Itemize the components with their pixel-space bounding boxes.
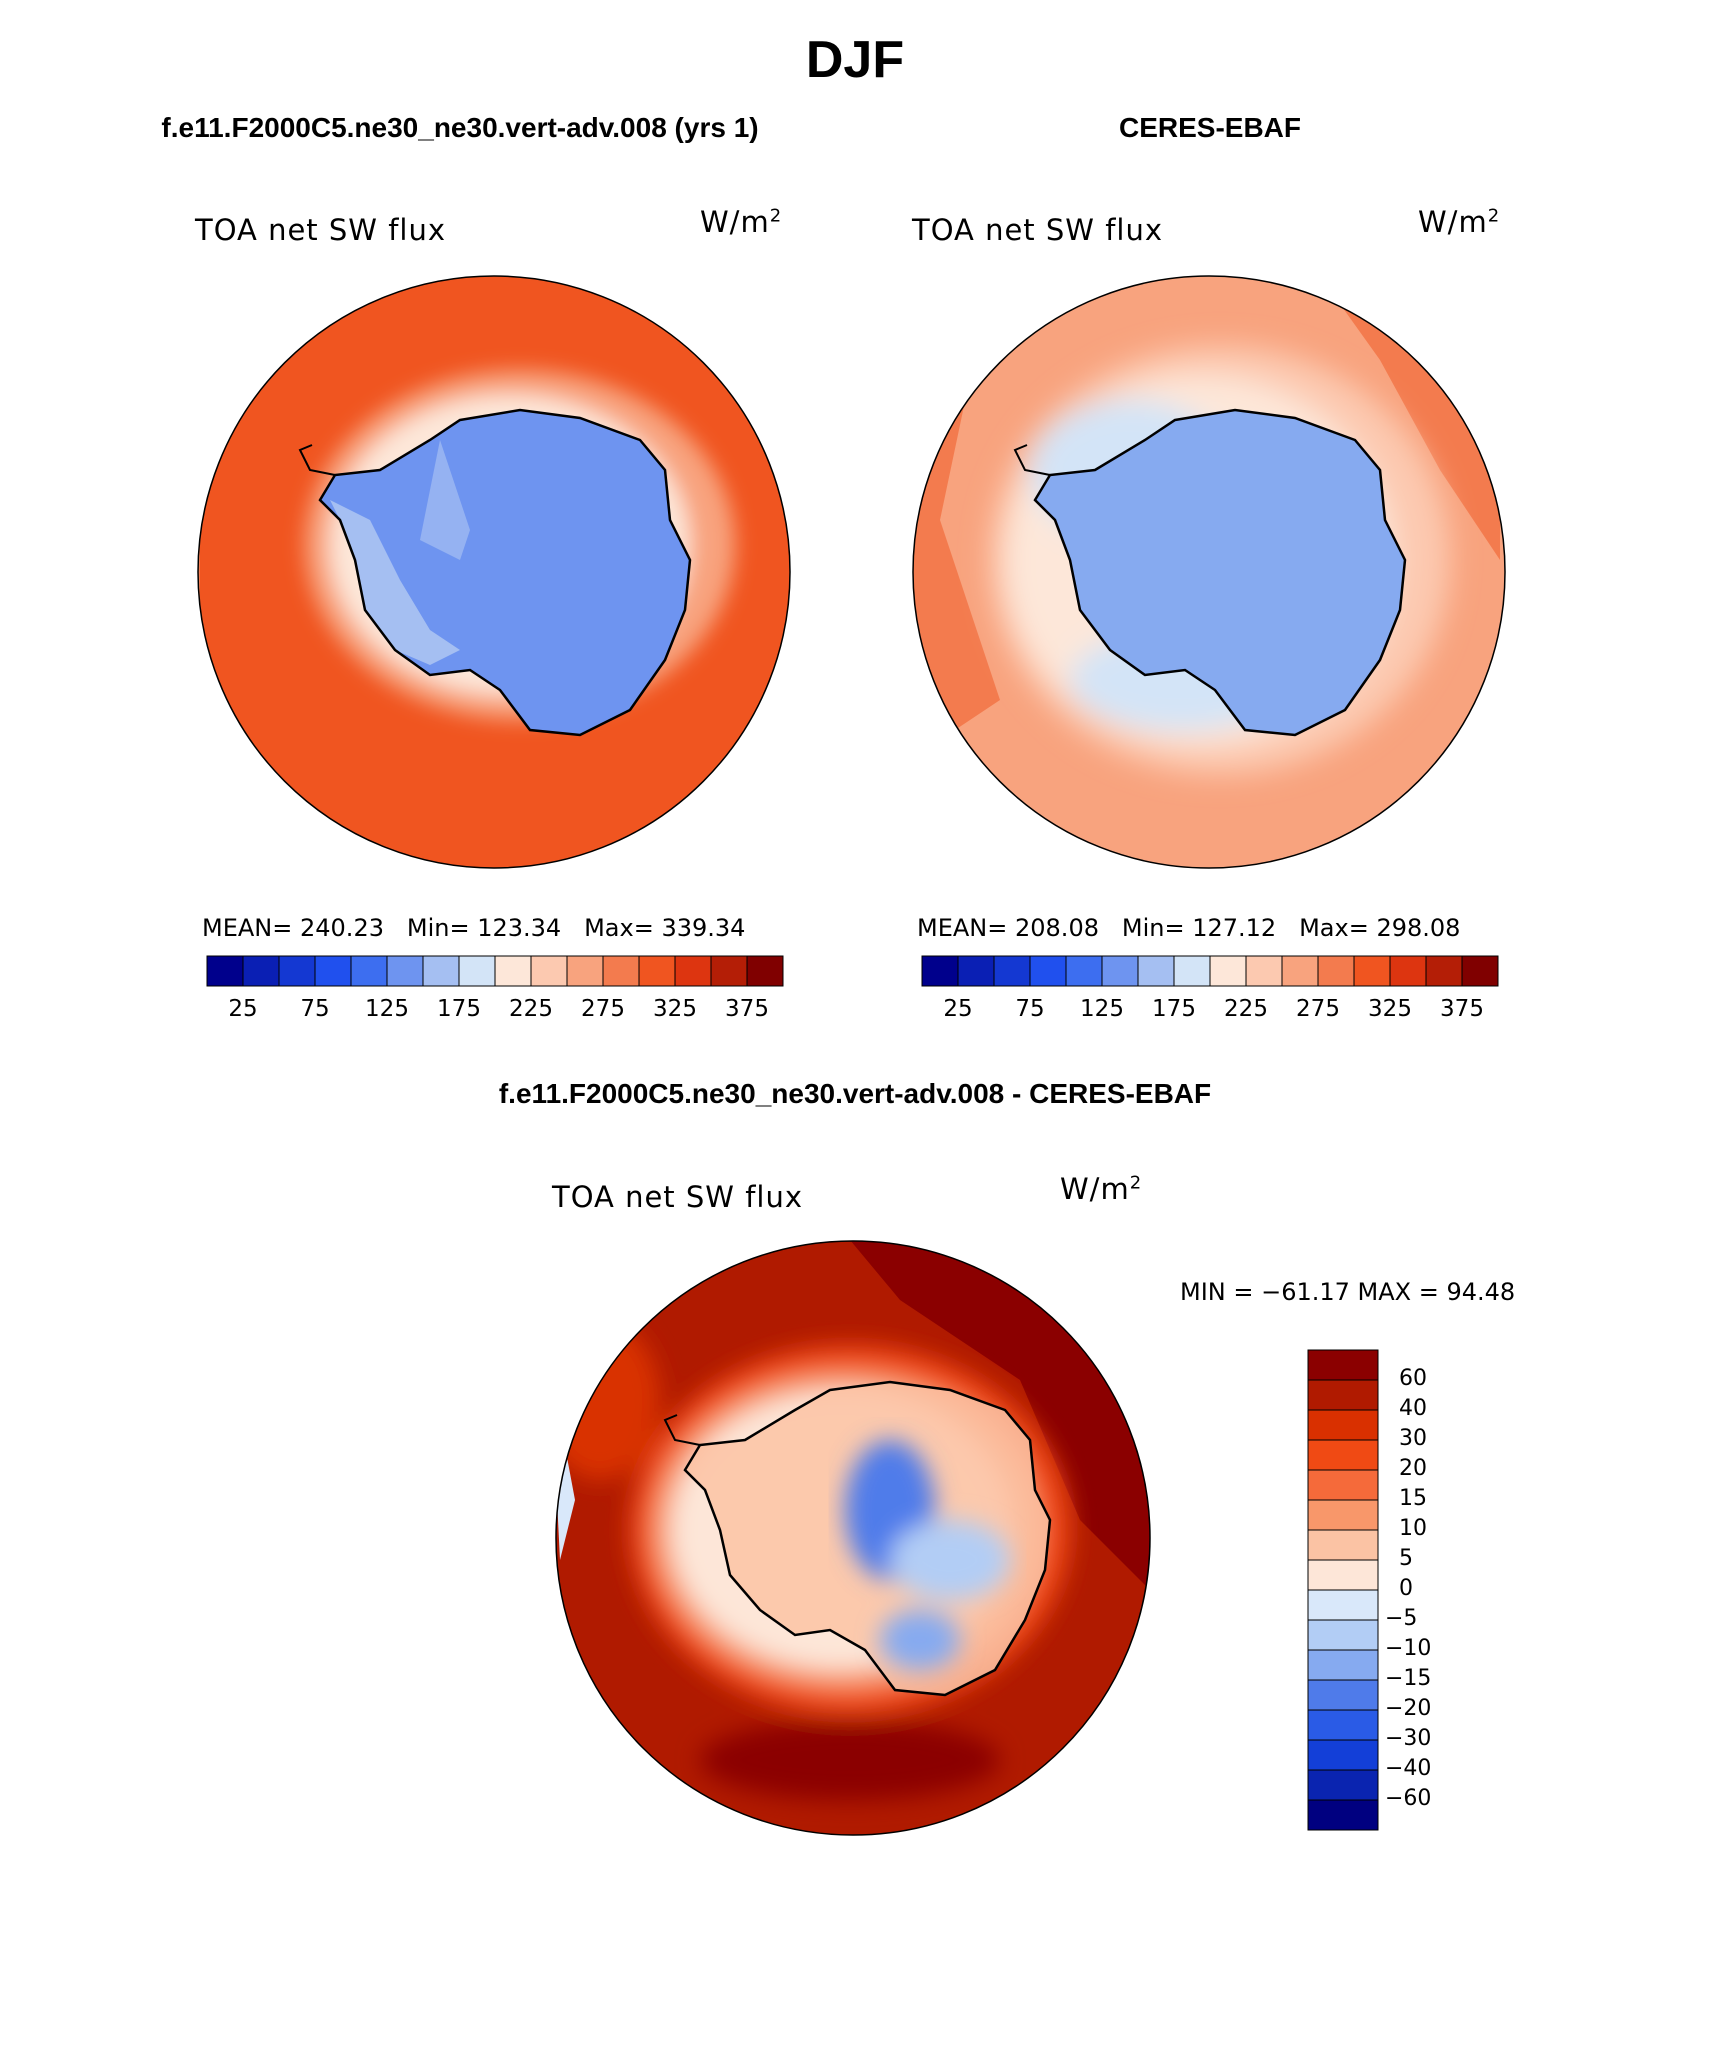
- colorbar-tick-label: 175: [1152, 996, 1196, 1022]
- diff-colorbar-swatch: [1307, 1739, 1379, 1771]
- colorbar-swatch: [710, 955, 748, 987]
- diff-colorbar-label: 10: [1399, 1516, 1427, 1541]
- diff-colorbar-swatch: [1307, 1469, 1379, 1501]
- colorbar-swatch: [206, 955, 244, 987]
- colorbar-tick-label: 75: [300, 996, 330, 1022]
- colorbar-swatch: [1065, 955, 1103, 987]
- diff-colorbar-label: −20: [1385, 1696, 1432, 1721]
- obs-panel-header: CERES-EBAF: [1118, 112, 1301, 143]
- diff-colorbar-label: −40: [1385, 1756, 1432, 1781]
- obs-stats: MEAN= 208.08 Min= 127.12 Max= 298.08: [917, 914, 1461, 942]
- colorbar-swatch: [1137, 955, 1175, 987]
- diff-colorbar-swatch: [1307, 1409, 1379, 1441]
- diff-colorbar-swatch: [1307, 1349, 1379, 1381]
- diff-colorbar-swatch: [1307, 1769, 1379, 1801]
- colorbar-tick-label: 125: [365, 996, 409, 1022]
- diff-colorbar-label: 40: [1399, 1396, 1427, 1421]
- obs-colorbar: [921, 955, 1499, 987]
- colorbar-swatch: [1209, 955, 1247, 987]
- colorbar-tick-label: 375: [725, 996, 769, 1022]
- diff-colorbar-label: −60: [1385, 1786, 1432, 1811]
- colorbar-swatch: [638, 955, 676, 987]
- diff-variable-label: TOA net SW flux: [552, 1180, 804, 1214]
- colorbar-swatch: [350, 955, 388, 987]
- colorbar-tick-label: 225: [509, 996, 553, 1022]
- colorbar-swatch: [746, 955, 784, 987]
- colorbar-swatch: [674, 955, 712, 987]
- diff-colorbar: [1307, 1349, 1379, 1831]
- figure-title: DJF: [805, 31, 905, 89]
- colorbar-swatch: [278, 955, 316, 987]
- colorbar-tick-label: 175: [437, 996, 481, 1022]
- diff-colorbar-label: −15: [1385, 1666, 1432, 1691]
- colorbar-swatch: [1389, 955, 1427, 987]
- colorbar-swatch: [530, 955, 568, 987]
- diff-colorbar-swatch: [1307, 1559, 1379, 1591]
- colorbar-swatch: [1461, 955, 1499, 987]
- colorbar-tick-label: 25: [228, 996, 258, 1022]
- diff-colorbar-labels: 60 40 30 20 15 10 5 0 −5 −10 −15 −20 −30 −40 −60: [1385, 1350, 1505, 1830]
- colorbar-swatch: [1353, 955, 1391, 987]
- model-variable-label: TOA net SW flux: [195, 213, 447, 247]
- colorbar-tick-label: 225: [1224, 996, 1268, 1022]
- diff-colorbar-label: 60: [1399, 1366, 1427, 1391]
- colorbar-tick-label: 375: [1440, 996, 1484, 1022]
- diff-colorbar-label: 5: [1399, 1546, 1413, 1571]
- model-colorbar: [206, 955, 784, 987]
- model-units-label: W/m2: [700, 205, 783, 239]
- colorbar-swatch: [1317, 955, 1355, 987]
- model-panel-header: f.e11.F2000C5.ne30_ne30.vert-adv.008 (yr…: [161, 112, 759, 143]
- diff-colorbar-swatch: [1307, 1799, 1379, 1831]
- diff-colorbar-label: −5: [1385, 1606, 1418, 1631]
- antarctica-fill-obs: [1035, 410, 1405, 735]
- diff-panel-header: f.e11.F2000C5.ne30_ne30.vert-adv.008 - C…: [498, 1078, 1212, 1109]
- colorbar-swatch: [458, 955, 496, 987]
- colorbar-tick-label: 325: [1368, 996, 1412, 1022]
- diff-colorbar-swatch: [1307, 1499, 1379, 1531]
- model-stats: MEAN= 240.23 Min= 123.34 Max= 339.34: [202, 914, 746, 942]
- obs-units-label: W/m2: [1418, 205, 1501, 239]
- colorbar-tick-label: 75: [1015, 996, 1045, 1022]
- diff-colorbar-swatch: [1307, 1649, 1379, 1681]
- obs-variable-label: TOA net SW flux: [912, 213, 1164, 247]
- diff-colorbar-label: 30: [1399, 1426, 1427, 1451]
- colorbar-swatch: [957, 955, 995, 987]
- diff-colorbar-swatch: [1307, 1589, 1379, 1621]
- diff-minmax: MIN = −61.17 MAX = 94.48: [1180, 1278, 1516, 1306]
- diff-colorbar-label: 20: [1399, 1456, 1427, 1481]
- colorbar-swatch: [242, 955, 280, 987]
- diff-colorbar-label: 0: [1399, 1576, 1413, 1601]
- colorbar-tick-label: 275: [1296, 996, 1340, 1022]
- colorbar-swatch: [993, 955, 1031, 987]
- colorbar-tick-label: 125: [1080, 996, 1124, 1022]
- colorbar-swatch: [494, 955, 532, 987]
- colorbar-tick-label: 275: [581, 996, 625, 1022]
- obs-colorbar-ticks: 25 75 125 175 225 275 325 375: [922, 996, 1498, 1026]
- colorbar-swatch: [1425, 955, 1463, 987]
- diff-colorbar-swatch: [1307, 1379, 1379, 1411]
- colorbar-tick-label: 325: [653, 996, 697, 1022]
- diff-colorbar-label: −30: [1385, 1726, 1432, 1751]
- colorbar-tick-label: 25: [943, 996, 973, 1022]
- diff-colorbar-swatch: [1307, 1619, 1379, 1651]
- colorbar-swatch: [921, 955, 959, 987]
- model-colorbar-ticks: 25 75 125 175 225 275 325 375: [207, 996, 783, 1026]
- diff-colorbar-label: −10: [1385, 1636, 1432, 1661]
- diff-colorbar-swatch: [1307, 1679, 1379, 1711]
- colorbar-swatch: [422, 955, 460, 987]
- diff-colorbar-swatch: [1307, 1529, 1379, 1561]
- diff-colorbar-swatch: [1307, 1709, 1379, 1741]
- colorbar-swatch: [1245, 955, 1283, 987]
- diff-units-label: W/m2: [1060, 1172, 1143, 1206]
- diff-colorbar-swatch: [1307, 1439, 1379, 1471]
- diff-colorbar-label: 15: [1399, 1486, 1427, 1511]
